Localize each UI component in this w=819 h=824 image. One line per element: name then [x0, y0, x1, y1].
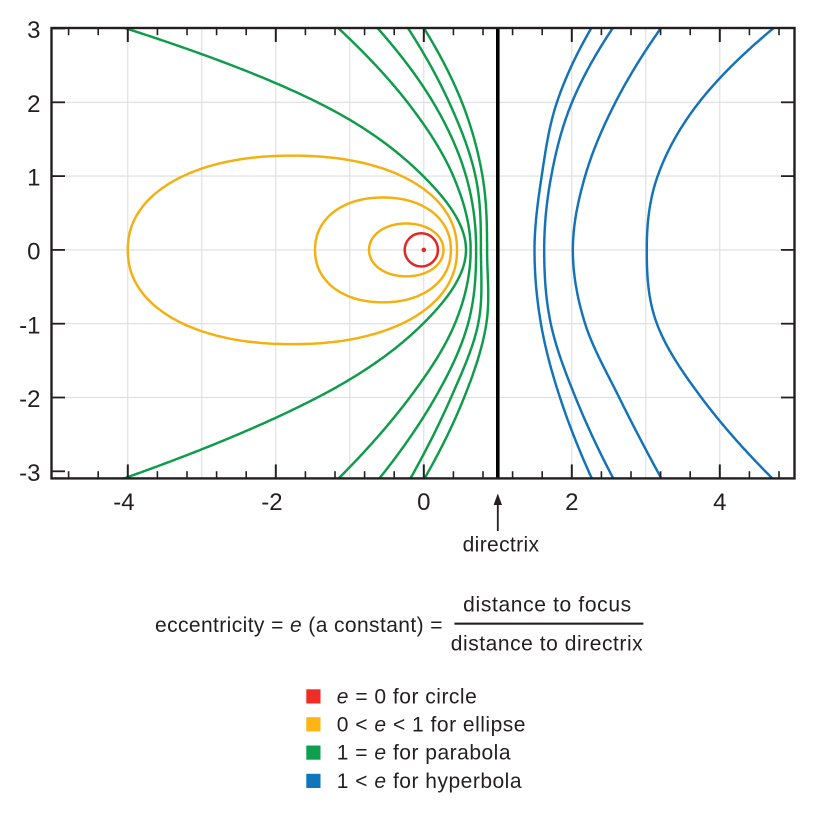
svg-text:directrix: directrix — [463, 534, 540, 557]
svg-text:4: 4 — [713, 489, 726, 516]
svg-text:-3: -3 — [19, 460, 40, 487]
svg-text:1 = e for parabola: 1 = e for parabola — [337, 742, 511, 765]
svg-text:distance to focus: distance to focus — [463, 594, 632, 617]
svg-text:-1: -1 — [19, 312, 40, 339]
svg-text:0 < e < 1 for ellipse: 0 < e < 1 for ellipse — [337, 713, 526, 736]
svg-text:2: 2 — [27, 91, 40, 118]
svg-text:-4: -4 — [113, 489, 134, 516]
svg-text:0: 0 — [417, 489, 430, 516]
svg-text:-2: -2 — [261, 489, 282, 516]
svg-text:e = 0 for circle: e = 0 for circle — [337, 686, 477, 709]
svg-text:2: 2 — [565, 489, 578, 516]
svg-text:1: 1 — [27, 165, 40, 192]
svg-text:distance to directrix: distance to directrix — [451, 632, 643, 655]
svg-text:3: 3 — [27, 17, 40, 44]
svg-text:0: 0 — [27, 239, 40, 266]
svg-text:eccentricity = e (a constant): eccentricity = e (a constant) = — [155, 614, 443, 637]
svg-text:-2: -2 — [19, 386, 40, 413]
svg-text:1 < e for hyperbola: 1 < e for hyperbola — [337, 770, 522, 793]
